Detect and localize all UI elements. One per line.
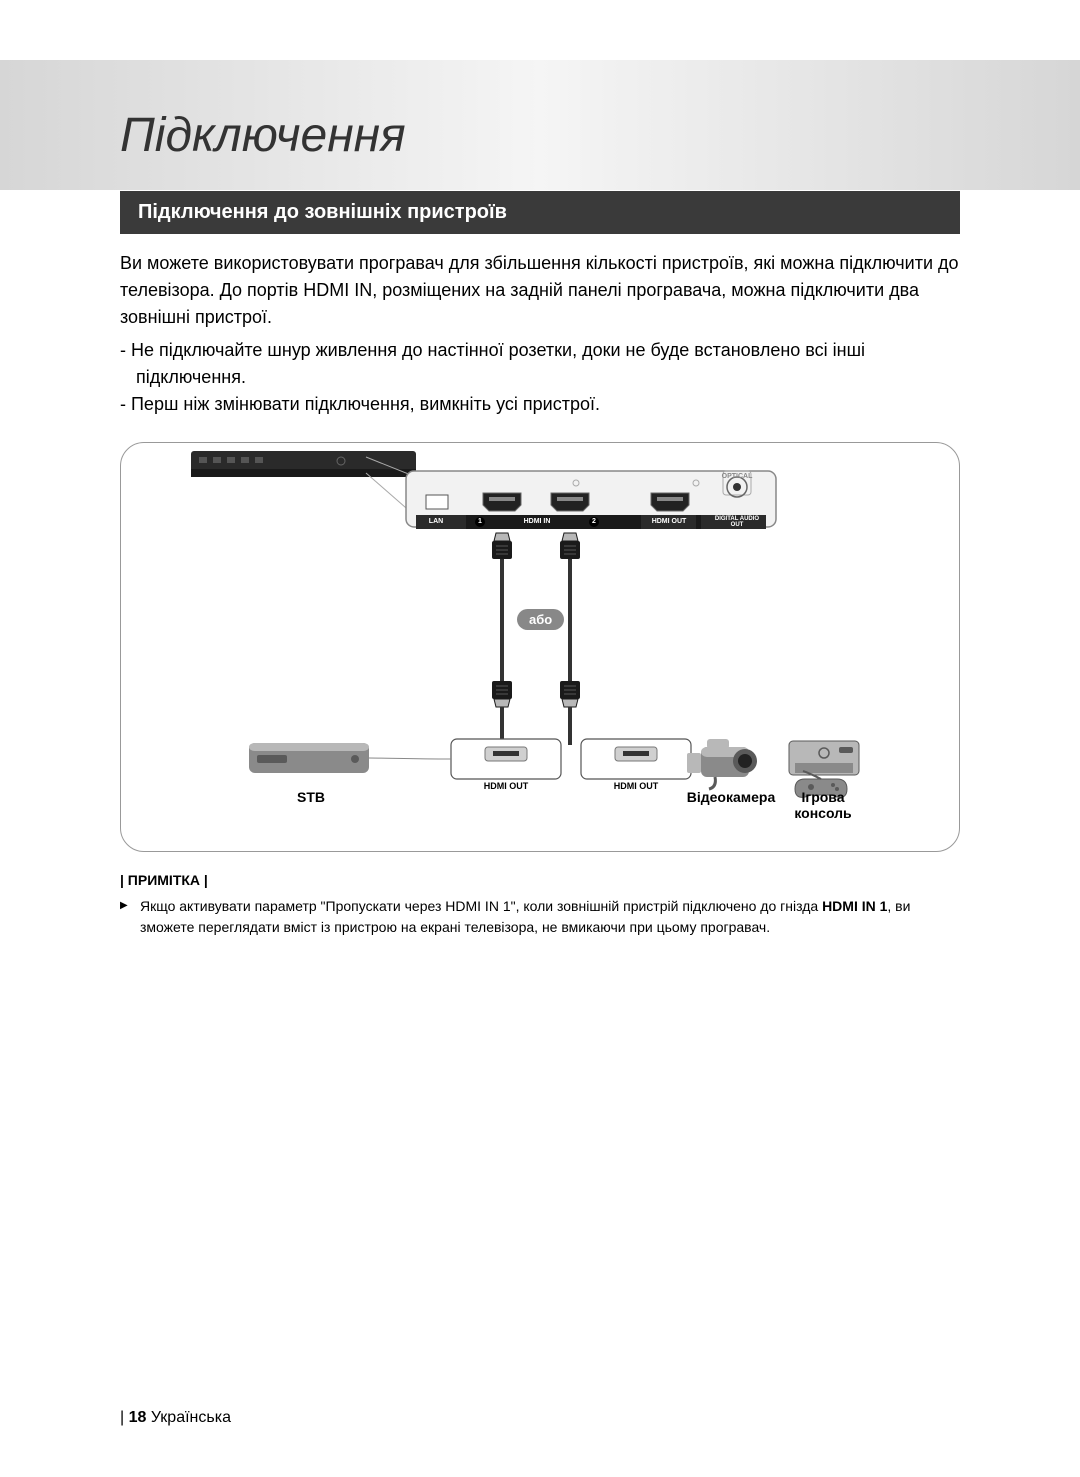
hdmi-num-2: 2 xyxy=(589,517,599,527)
note-label: | ПРИМІТКА | xyxy=(120,872,960,888)
bullet-list: - Не підключайте шнур живлення до настін… xyxy=(120,337,960,418)
section-subtitle: Підключення до зовнішніх пристроїв xyxy=(120,191,960,234)
hdmi-out-left-label: HDMI OUT xyxy=(469,781,543,791)
bullet-item: - Перш ніж змінювати підключення, вимкні… xyxy=(120,391,960,418)
port-optical-label: OPTICAL xyxy=(721,473,753,480)
stb-label: STB xyxy=(271,789,351,805)
page-title: Підключення xyxy=(120,60,960,163)
body-paragraph: Ви можете використовувати програвач для … xyxy=(120,250,960,331)
hdmi-out-right-label: HDMI OUT xyxy=(599,781,673,791)
bullet-item: - Не підключайте шнур живлення до настін… xyxy=(120,337,960,391)
footer-lang: Українська xyxy=(151,1409,231,1426)
hdmi-num-1: 1 xyxy=(475,517,485,527)
footer-sep: | xyxy=(120,1409,129,1426)
port-hdmiin-label: HDMI IN xyxy=(519,518,555,525)
note-bold: HDMI IN 1 xyxy=(822,898,887,914)
camcorder-label: Відеокамера xyxy=(681,789,781,805)
or-label: або xyxy=(517,609,564,630)
page-footer: | 18 Українська xyxy=(120,1409,231,1427)
port-hdmiout-label: HDMI OUT xyxy=(649,518,689,525)
page-number: 18 xyxy=(129,1409,147,1426)
note-body-1: Якщо активувати параметр "Пропускати чер… xyxy=(140,898,822,914)
note-text: Якщо активувати параметр "Пропускати чер… xyxy=(120,896,960,938)
port-digital-label: DIGITAL AUDIO OUT xyxy=(712,516,762,528)
port-lan-label: LAN xyxy=(421,518,451,525)
connection-diagram: або STB Відеокамера Ігрова консоль HDMI … xyxy=(120,442,960,852)
console-label: Ігрова консоль xyxy=(783,789,863,821)
